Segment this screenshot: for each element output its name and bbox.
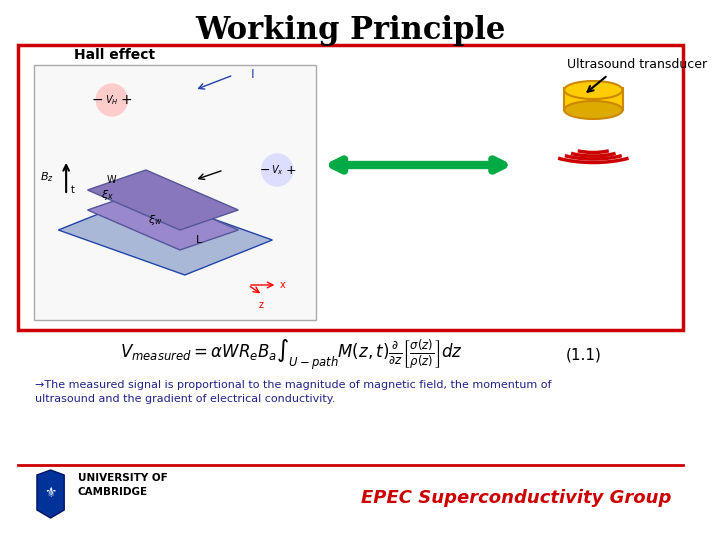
Text: EPEC Superconductivity Group: EPEC Superconductivity Group: [361, 489, 671, 507]
Circle shape: [96, 84, 127, 116]
Text: Working Principle: Working Principle: [195, 15, 505, 45]
Text: −: −: [259, 164, 270, 177]
Text: ⚜: ⚜: [45, 486, 57, 500]
Text: $\xi_w$: $\xi_w$: [148, 213, 163, 227]
Ellipse shape: [564, 101, 623, 119]
Text: +: +: [286, 164, 296, 177]
Text: z: z: [258, 300, 264, 310]
Polygon shape: [88, 190, 238, 250]
Text: →The measured signal is proportional to the magnitude of magnetic field, the mom: →The measured signal is proportional to …: [35, 380, 552, 404]
Text: Hall effect: Hall effect: [74, 48, 156, 62]
Text: I: I: [251, 69, 255, 82]
Text: +: +: [121, 93, 132, 107]
Text: $\xi_x$: $\xi_x$: [101, 188, 114, 202]
Text: W: W: [107, 175, 117, 185]
Ellipse shape: [564, 81, 623, 99]
Polygon shape: [58, 195, 272, 275]
Text: L: L: [197, 235, 202, 245]
Text: Ultrasound transducer: Ultrasound transducer: [567, 58, 707, 71]
Text: t: t: [71, 185, 75, 195]
Bar: [34, 65, 316, 320]
Text: x: x: [280, 280, 286, 290]
Text: (1.1): (1.1): [566, 348, 601, 362]
Bar: [17, 45, 683, 330]
Text: UNIVERSITY OF
CAMBRIDGE: UNIVERSITY OF CAMBRIDGE: [78, 474, 168, 497]
Polygon shape: [88, 170, 238, 230]
Text: $V_H$: $V_H$: [105, 93, 119, 107]
Bar: [564, 88, 623, 110]
Text: −: −: [91, 93, 103, 107]
Circle shape: [261, 154, 293, 186]
Polygon shape: [37, 470, 64, 518]
Text: $V_{measured} = \alpha W R_e B_a \int_{U-path} M(z,t) \frac{\partial}{\partial z: $V_{measured} = \alpha W R_e B_a \int_{U…: [120, 338, 463, 373]
Text: $B_z$: $B_z$: [40, 170, 53, 184]
Text: $V_x$: $V_x$: [271, 163, 284, 177]
